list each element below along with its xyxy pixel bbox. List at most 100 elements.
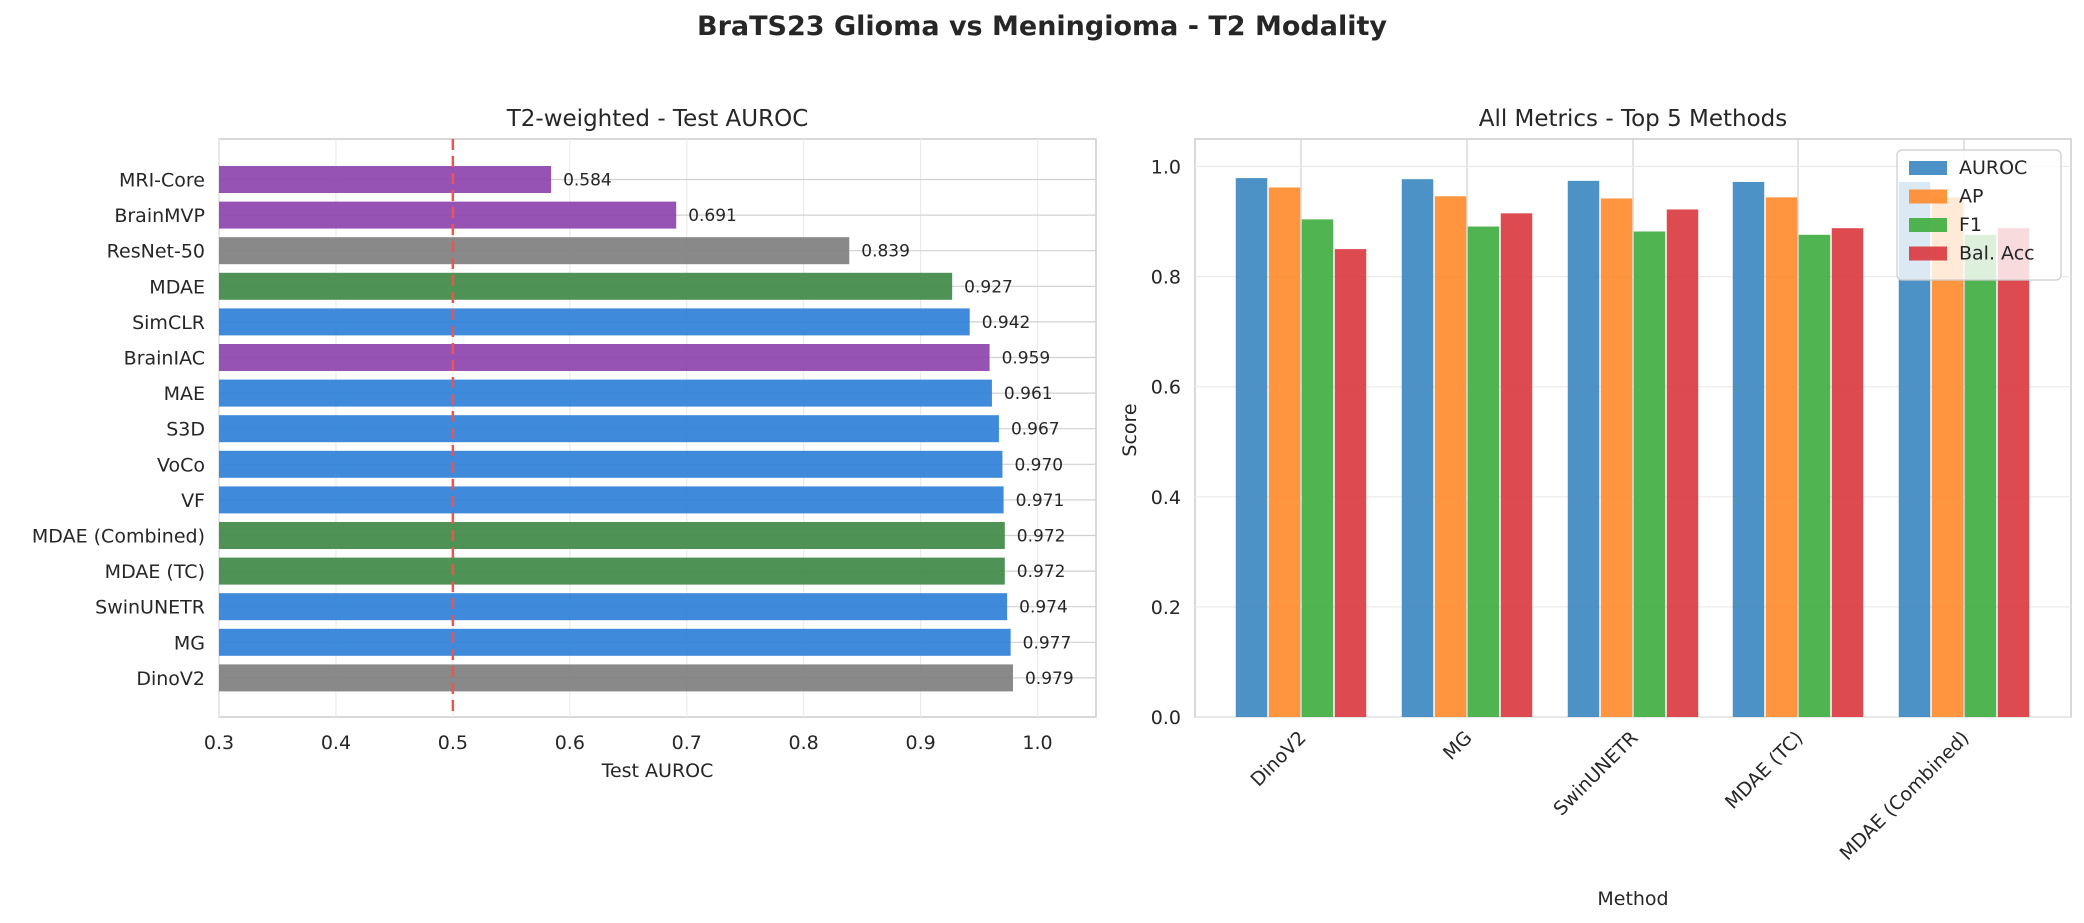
bar-value-label: 0.971 — [1016, 491, 1065, 511]
bar-MDAE (Combined) — [219, 522, 1005, 549]
left-x-tick-label: 0.8 — [789, 732, 819, 754]
bar-MRI-Core — [219, 166, 552, 193]
bar-AUROC-MDAE (TC) — [1732, 181, 1765, 718]
bar-F1-MDAE (TC) — [1798, 234, 1831, 718]
right-x-tick-labels: DinoV2 MG SwinUNETR MDAE (TC) MDAE (Combined… — [1246, 727, 1973, 865]
legend-swatch — [1909, 246, 1947, 261]
right-y-tick-label: 0.2 — [1151, 597, 1181, 619]
bar-SwinUNETR — [219, 593, 1008, 621]
bar-DinoV2 — [219, 664, 1013, 692]
bar-AUROC-DinoV2 — [1235, 178, 1268, 718]
legend-label: AUROC — [1959, 157, 2027, 179]
bar-F1-SwinUNETR — [1633, 231, 1666, 718]
bar-value-label: 0.972 — [1017, 562, 1066, 582]
left-category-label: SimCLR — [132, 312, 205, 334]
bar-Bal. Acc-DinoV2 — [1334, 249, 1367, 717]
left-category-label: BrainMVP — [114, 205, 205, 227]
left-x-tick-label: 0.7 — [672, 732, 702, 754]
bar-AP-DinoV2 — [1268, 187, 1301, 718]
bar-value-label: 0.959 — [1002, 349, 1051, 369]
bar-MAE — [219, 379, 992, 407]
left-x-tick-labels: 0.3 0.4 0.5 0.6 0.7 0.8 0.9 1.0 — [204, 732, 1053, 754]
bar-value-label: 0.942 — [982, 313, 1031, 333]
left-category-label: S3D — [166, 419, 205, 441]
right-x-tick-label: DinoV2 — [1246, 727, 1310, 791]
bar-Bal. Acc-MG — [1500, 213, 1533, 718]
right-y-tick-label: 0.4 — [1151, 487, 1181, 509]
left-x-tick-label: 0.5 — [438, 732, 468, 754]
bar-AP-MDAE (TC) — [1765, 197, 1798, 718]
left-category-label: SwinUNETR — [95, 597, 205, 619]
bar-value-label: 0.967 — [1011, 420, 1060, 440]
bar-value-label: 0.979 — [1025, 669, 1074, 689]
left-x-tick-label: 0.4 — [321, 732, 351, 754]
bar-AUROC-MG — [1401, 179, 1434, 718]
legend-swatch — [1909, 161, 1947, 175]
bar-AP-SwinUNETR — [1600, 198, 1633, 718]
bar-value-label: 0.972 — [1017, 527, 1066, 547]
bar-BrainMVP — [219, 201, 677, 229]
left-category-label: VF — [181, 490, 205, 512]
bar-value-label: 0.839 — [861, 242, 910, 262]
right-x-tick-label: MDAE (TC) — [1721, 727, 1807, 813]
legend-label: F1 — [1959, 214, 1982, 236]
figure-title: BraTS23 Glioma vs Meningioma - T2 Modali… — [697, 11, 1387, 42]
bar-AUROC-SwinUNETR — [1567, 180, 1600, 718]
right-x-axis-label: Method — [1597, 888, 1668, 910]
legend-swatch — [1909, 218, 1947, 232]
right-y-tick-label: 0.6 — [1151, 377, 1181, 399]
bar-value-label: 0.691 — [688, 206, 737, 226]
left-x-tick-label: 0.6 — [555, 732, 585, 754]
left-category-label: VoCo — [157, 454, 205, 476]
bar-BrainIAC — [219, 344, 990, 371]
right-chart-metrics: 0.0 0.2 0.4 0.6 0.8 1.0 DinoV2 MG SwinUNETR MDAE… — [1119, 106, 2072, 910]
left-x-tick-label: 0.3 — [204, 732, 234, 754]
right-x-tick-label: MDAE (Combined) — [1836, 727, 1974, 865]
left-category-label: ResNet-50 — [107, 241, 205, 263]
right-x-tick-label: SwinUNETR — [1549, 727, 1642, 820]
bar-MDAE (TC) — [219, 557, 1005, 585]
legend-swatch — [1909, 189, 1947, 204]
left-category-label: MDAE — [149, 276, 205, 298]
bar-MDAE — [219, 272, 953, 300]
right-y-tick-label: 0.0 — [1151, 707, 1181, 729]
left-category-labels: MRI-Core BrainMVP ResNet-50 MDAE SimCLR Brain… — [32, 170, 205, 690]
left-category-label: BrainIAC — [124, 348, 205, 370]
left-category-label: MDAE (TC) — [105, 561, 205, 583]
left-bars: 0.584 0.691 0.839 0.927 0.942 0.959 0.961 0.967… — [219, 166, 1074, 692]
left-category-label: MRI-Core — [119, 170, 205, 192]
bar-SimCLR — [219, 308, 970, 336]
legend: AUROC AP F1 Bal. Acc — [1896, 149, 2062, 281]
bar-AP-MDAE (Combined) — [1931, 197, 1964, 718]
right-y-tick-label: 0.8 — [1151, 267, 1181, 289]
left-x-tick-label: 1.0 — [1022, 732, 1052, 754]
bar-VoCo — [219, 450, 1003, 478]
bar-value-label: 0.974 — [1019, 598, 1068, 618]
bar-value-label: 0.961 — [1004, 384, 1053, 404]
bar-F1-MG — [1467, 226, 1500, 718]
left-category-label: MDAE (Combined) — [32, 526, 205, 548]
left-category-label: MG — [174, 632, 205, 654]
bar-Bal. Acc-MDAE (TC) — [1831, 228, 1864, 718]
bar-value-label: 0.927 — [964, 277, 1013, 297]
left-chart-title: T2-weighted - Test AUROC — [506, 106, 809, 132]
left-x-tick-label: 0.9 — [905, 732, 935, 754]
right-y-tick-labels: 0.0 0.2 0.4 0.6 0.8 1.0 — [1151, 157, 1181, 729]
right-bars — [1235, 178, 2030, 718]
bar-S3D — [219, 415, 999, 443]
left-chart-auroc-bars: 0.584 0.691 0.839 0.927 0.942 0.959 0.961 0.967… — [32, 106, 1097, 782]
bar-value-label: 0.584 — [563, 171, 612, 191]
bar-F1-DinoV2 — [1301, 219, 1334, 718]
bar-value-label: 0.977 — [1023, 633, 1072, 653]
bar-ResNet-50 — [219, 237, 850, 265]
bar-Bal. Acc-MDAE (Combined) — [1997, 228, 2030, 718]
right-y-axis-label: Score — [1119, 403, 1141, 456]
left-category-label: MAE — [164, 383, 205, 405]
right-x-tick-label: MG — [1439, 727, 1477, 765]
legend-label: AP — [1959, 186, 1983, 208]
left-x-axis-label: Test AUROC — [601, 760, 714, 782]
bar-value-label: 0.970 — [1014, 455, 1063, 475]
left-category-label: DinoV2 — [136, 668, 205, 690]
legend-label: Bal. Acc — [1959, 243, 2035, 265]
